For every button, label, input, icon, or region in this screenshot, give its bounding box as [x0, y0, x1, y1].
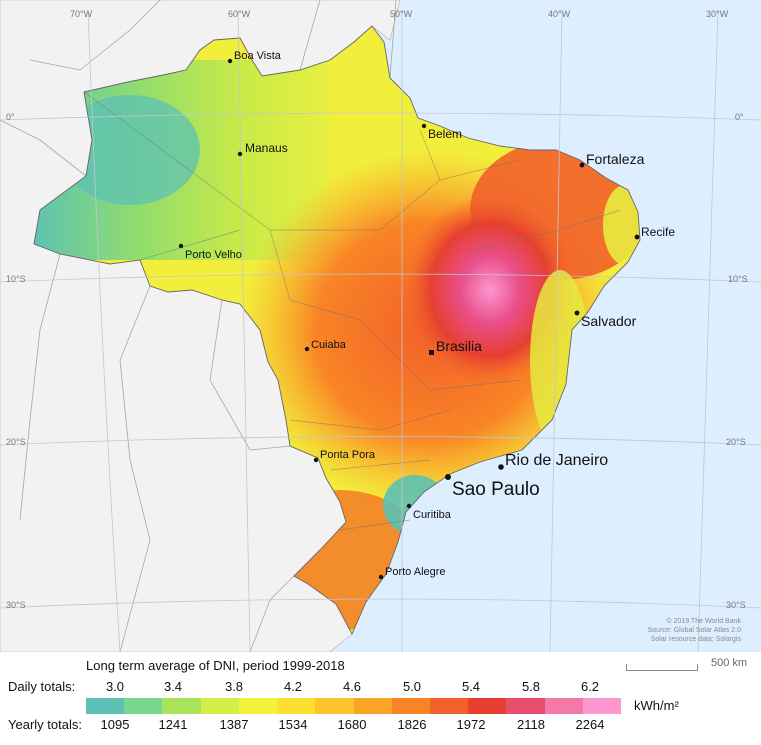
- yearly-tick: 1095: [100, 717, 130, 732]
- color-scale-bar: [86, 698, 622, 714]
- yearly-tick: 1241: [158, 717, 188, 732]
- city-markers: [178, 58, 640, 580]
- lon-label-50w: 50°W: [390, 9, 413, 19]
- city-dot-ponta-pora: [313, 457, 319, 463]
- color-scale-segment: [277, 698, 316, 714]
- yearly-tick: 1680: [337, 717, 367, 732]
- yearly-tick: 1387: [219, 717, 249, 732]
- unit-label: kWh/m²: [634, 698, 679, 713]
- city-dot-cuiaba: [304, 346, 310, 352]
- city-label-cuiaba: Cuiaba: [311, 339, 347, 351]
- daily-tick: 5.8: [521, 679, 541, 694]
- scale-bar: [626, 664, 698, 671]
- city-dot-sao-paulo: [445, 474, 451, 480]
- yearly-tick: 2118: [517, 717, 545, 732]
- color-scale-segment: [391, 698, 430, 714]
- color-scale-segment: [162, 698, 201, 714]
- city-dot-boa-vista: [227, 58, 233, 64]
- legend: Long term average of DNI, period 1999-20…: [0, 652, 761, 745]
- city-label-salvador: Salvador: [581, 313, 637, 329]
- city-dot-salvador: [574, 310, 580, 316]
- color-scale-segment: [86, 698, 125, 714]
- credit-line-2: Source: Global Solar Atlas 2.0: [648, 627, 741, 634]
- lat-label-0-right: 0°: [735, 112, 744, 122]
- lon-label-30w: 30°W: [706, 9, 729, 19]
- city-dot-curitiba: [406, 503, 412, 509]
- lon-label-70w: 70°W: [70, 9, 93, 19]
- solar-dni-map: 70°W 60°W 50°W 40°W 30°W 0° 0° 10°S 10°S…: [0, 0, 761, 652]
- city-label-recife: Recife: [641, 225, 675, 239]
- city-labels: Boa Vista Manaus Belem Fortaleza Recife …: [185, 50, 675, 578]
- country-borders: [0, 0, 397, 652]
- color-scale-segment: [544, 698, 583, 714]
- brazil-outline: [33, 25, 641, 636]
- city-dot-recife: [634, 234, 640, 240]
- city-label-brasilia: Brasilia: [436, 338, 482, 354]
- state-borders: [83, 91, 621, 531]
- city-dot-porto-alegre: [378, 574, 384, 580]
- yearly-tick: 1534: [278, 717, 308, 732]
- city-dot-belem: [421, 123, 427, 129]
- city-dot-porto-velho: [178, 243, 184, 249]
- color-scale-segment: [468, 698, 507, 714]
- city-label-sao-paulo: Sao Paulo: [452, 479, 540, 500]
- scale-bar-label: 500 km: [711, 657, 748, 669]
- yearly-tick: 1972: [456, 717, 486, 732]
- lat-label-0-left: 0°: [6, 112, 15, 122]
- daily-tick: 6.2: [580, 679, 600, 694]
- daily-tick: 3.0: [105, 679, 125, 694]
- daily-tick: 4.6: [342, 679, 362, 694]
- city-dot-fortaleza: [579, 162, 585, 168]
- color-scale-segment: [506, 698, 545, 714]
- legend-title: Long term average of DNI, period 1999-20…: [86, 658, 345, 673]
- lon-label-40w: 40°W: [548, 9, 571, 19]
- graticule-labels: 70°W 60°W 50°W 40°W 30°W 0° 0° 10°S 10°S…: [6, 9, 748, 610]
- lat-label-30s-right: 30°S: [726, 600, 746, 610]
- daily-tick: 5.0: [402, 679, 422, 694]
- city-dot-manaus: [237, 151, 243, 157]
- lon-label-60w: 60°W: [228, 9, 251, 19]
- lat-label-20s-right: 20°S: [726, 437, 746, 447]
- city-label-porto-alegre: Porto Alegre: [385, 566, 446, 578]
- city-dot-brasilia: [429, 350, 434, 355]
- color-scale-segment: [582, 698, 622, 714]
- city-label-belem: Belem: [428, 127, 462, 141]
- lat-label-20s-left: 20°S: [6, 437, 26, 447]
- yearly-tick: 1826: [397, 717, 427, 732]
- color-scale-segment: [429, 698, 469, 714]
- credit-line-3: Solar resource data: Solargis: [651, 636, 742, 643]
- color-scale-segment: [200, 698, 239, 714]
- lat-label-10s-left: 10°S: [6, 274, 26, 284]
- graticule: [0, 9, 761, 652]
- yearly-totals-label: Yearly totals:: [8, 717, 82, 732]
- yearly-tick: 2264: [575, 717, 605, 732]
- city-label-porto-velho: Porto Velho: [185, 249, 242, 261]
- color-scale-segment: [124, 698, 163, 714]
- map-credits: © 2019 The World Bank Source: Global Sol…: [648, 617, 742, 643]
- credit-line-1: © 2019 The World Bank: [666, 617, 741, 625]
- city-label-rio-de-janeiro: Rio de Janeiro: [505, 452, 608, 469]
- daily-tick: 3.4: [163, 679, 183, 694]
- city-dot-rio-de-janeiro: [498, 464, 504, 470]
- daily-totals-label: Daily totals:: [8, 679, 76, 694]
- city-label-ponta-pora: Ponta Pora: [320, 449, 376, 461]
- color-scale-segment: [353, 698, 392, 714]
- lat-label-30s-left: 30°S: [6, 600, 26, 610]
- city-label-fortaleza: Fortaleza: [586, 151, 645, 167]
- lat-label-10s-right: 10°S: [728, 274, 748, 284]
- city-label-boa-vista: Boa Vista: [234, 50, 282, 62]
- color-scale-segment: [238, 698, 278, 714]
- city-label-curitiba: Curitiba: [413, 509, 452, 521]
- daily-tick: 5.4: [461, 679, 481, 694]
- city-label-manaus: Manaus: [245, 141, 288, 155]
- daily-tick: 3.8: [224, 679, 244, 694]
- color-scale-segment: [315, 698, 354, 714]
- daily-tick: 4.2: [283, 679, 303, 694]
